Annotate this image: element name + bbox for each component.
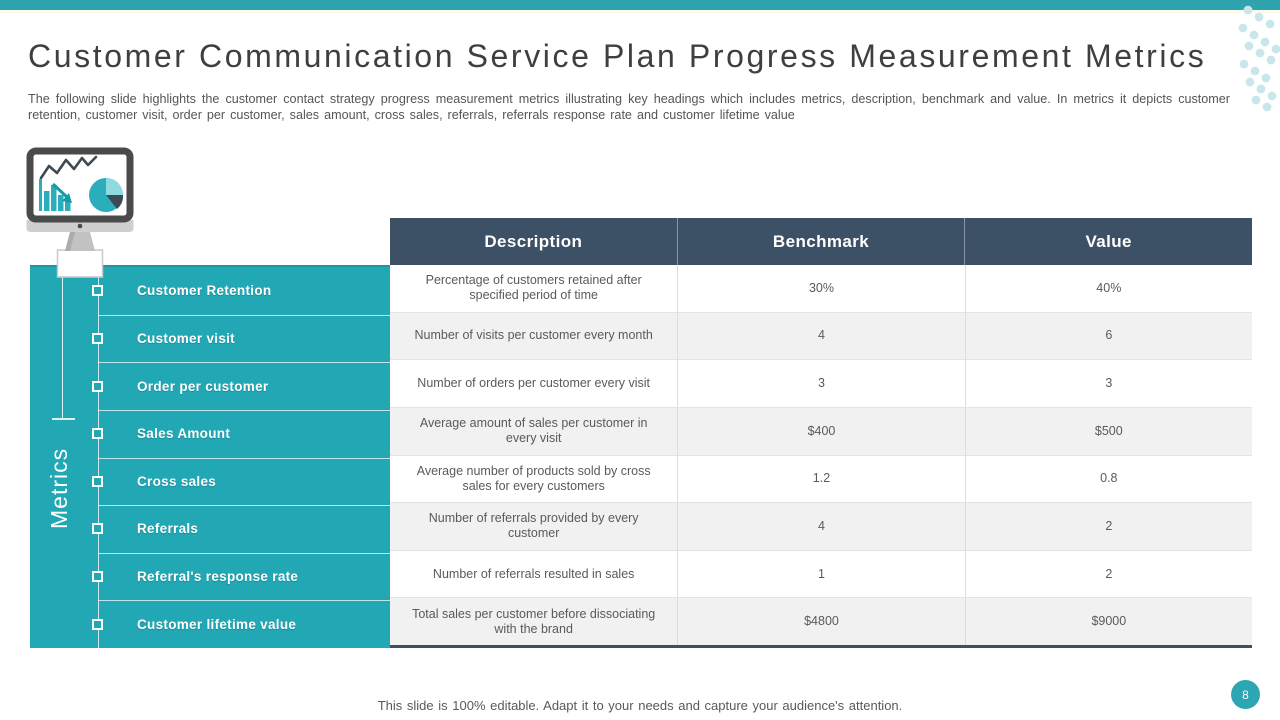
value-cell: 2 [964, 503, 1252, 550]
metric-label: Customer lifetime value [137, 616, 297, 632]
table-row[interactable]: Average amount of sales per customer in … [390, 406, 1252, 455]
table-row[interactable]: Average number of products sold by cross… [390, 454, 1252, 503]
description-cell: Number of referrals provided by every cu… [428, 511, 639, 541]
metrics-axis-label[interactable]: Metrics [46, 447, 72, 529]
benchmark-cell: 4 [677, 312, 964, 360]
table-row[interactable]: Number of orders per customer every visi… [390, 359, 1252, 407]
description-cell: Total sales per customer before dissocia… [412, 606, 656, 636]
top-accent-underline [0, 10, 1280, 13]
value-cell: 0.8 [964, 455, 1252, 503]
metric-label: Sales Amount [137, 426, 231, 442]
benchmark-cell: 3 [677, 360, 964, 407]
benchmark-cell: $4800 [677, 598, 964, 645]
description-cell: Number of visits per customer every mont… [414, 328, 653, 343]
metrics-row-list: Customer Retention Customer visit Order … [30, 267, 390, 648]
metric-row[interactable]: Cross sales [30, 457, 390, 506]
description-cell: Average number of products sold by cross… [416, 463, 651, 493]
metric-label: Customer visit [137, 330, 235, 346]
metrics-connector-line [62, 267, 63, 418]
metric-row[interactable]: Customer lifetime value [30, 600, 390, 648]
metric-label: Referrals [137, 521, 199, 537]
metric-label: Customer Retention [137, 283, 272, 299]
page-number: 8 [1242, 687, 1249, 702]
metric-row[interactable]: Sales Amount [30, 409, 390, 458]
benchmark-cell: 1.2 [677, 455, 964, 503]
description-cell: Number of orders per customer every visi… [417, 376, 651, 391]
metric-row[interactable]: Customer visit [30, 314, 390, 363]
square-bullet-icon [92, 475, 103, 487]
description-cell: Number of referrals resulted in sales [432, 566, 635, 581]
square-bullet-icon [92, 618, 103, 630]
value-cell: 2 [964, 550, 1252, 598]
header-benchmark[interactable]: Benchmark [676, 218, 965, 265]
table-row[interactable]: Total sales per customer before dissocia… [390, 597, 1252, 645]
page-title[interactable]: Customer Communication Service Plan Prog… [28, 38, 1207, 74]
table-row[interactable]: Percentage of customers retained after s… [390, 265, 1252, 312]
value-cell: 40% [964, 265, 1252, 312]
square-bullet-icon [92, 380, 103, 392]
table-row[interactable]: Number of visits per customer every mont… [390, 311, 1252, 360]
description-cell: Percentage of customers retained after s… [425, 273, 642, 303]
table-row[interactable]: Number of referrals resulted in sales 1 … [390, 549, 1252, 598]
top-accent-bar [0, 0, 1280, 10]
metrics-table: Description Benchmark Value Percentage o… [390, 218, 1252, 648]
header-description[interactable]: Description [484, 231, 583, 251]
dots-decoration-icon [1238, 5, 1280, 112]
square-bullet-icon [92, 523, 103, 535]
value-cell: $9000 [964, 598, 1252, 645]
table-row[interactable]: Number of referrals provided by every cu… [390, 502, 1252, 550]
metrics-connector-tick [52, 418, 75, 420]
page-number-badge[interactable]: 8 [1231, 680, 1260, 709]
square-bullet-icon [92, 428, 103, 440]
monitor-analytics-icon [26, 147, 134, 278]
metric-label: Order per customer [137, 378, 269, 394]
metric-row[interactable]: Referrals [30, 505, 390, 553]
header-value[interactable]: Value [964, 218, 1252, 265]
metric-label: Referral's response rate [137, 569, 299, 585]
value-cell: $500 [964, 407, 1252, 455]
square-bullet-icon [92, 571, 103, 583]
metric-row[interactable]: Referral's response rate [30, 552, 390, 601]
metric-row[interactable]: Customer Retention [30, 267, 390, 315]
slide-description[interactable]: The following slide highlights the custo… [28, 92, 1230, 122]
value-cell: 6 [964, 312, 1252, 360]
table-header-row: Description Benchmark Value [390, 218, 1252, 265]
footer-note[interactable]: This slide is 100% editable. Adapt it to… [377, 698, 903, 713]
table-body: Percentage of customers retained after s… [390, 265, 1252, 645]
square-bullet-icon [92, 332, 103, 344]
benchmark-cell: 1 [677, 550, 964, 598]
description-cell: Average amount of sales per customer in … [419, 416, 648, 446]
benchmark-cell: 4 [677, 503, 964, 550]
metric-label: Cross sales [137, 473, 217, 489]
value-cell: 3 [964, 360, 1252, 407]
benchmark-cell: 30% [677, 265, 964, 312]
metrics-panel: Customer Retention Customer visit Order … [30, 265, 390, 648]
square-bullet-icon [92, 285, 103, 297]
benchmark-cell: $400 [677, 407, 964, 455]
metric-row[interactable]: Order per customer [30, 362, 390, 410]
